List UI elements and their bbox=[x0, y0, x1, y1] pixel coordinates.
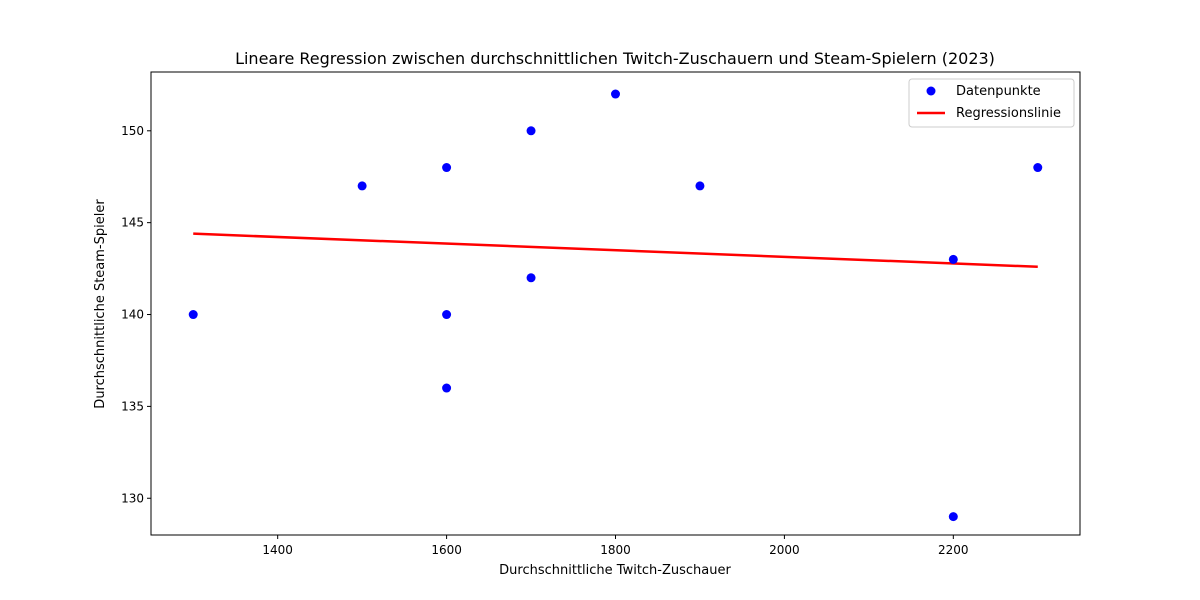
x-tick-label: 1800 bbox=[600, 543, 631, 557]
scatter-point bbox=[442, 383, 452, 393]
scatter-point bbox=[948, 254, 958, 264]
scatter-point bbox=[695, 181, 705, 191]
legend-box bbox=[908, 78, 1075, 128]
scatter-point bbox=[1033, 163, 1043, 173]
chart-title: Lineare Regression zwischen durchschnitt… bbox=[235, 49, 995, 68]
x-axis: 1400 1600 1800 2000 2200 bbox=[262, 535, 969, 557]
y-axis-label: Durchschnittliche Steam-Spieler bbox=[93, 199, 108, 409]
legend-label-datenpunkte: Datenpunkte bbox=[956, 84, 1041, 99]
scatter-point bbox=[188, 310, 198, 320]
scatter-point bbox=[611, 89, 620, 99]
legend-label-regressionslinie: Regressionslinie bbox=[956, 106, 1061, 121]
legend: Datenpunkte Regressionslinie bbox=[908, 78, 1075, 128]
x-tick-label: 1400 bbox=[262, 543, 293, 557]
y-tick-label: 135 bbox=[121, 399, 144, 413]
scatter-point bbox=[442, 163, 452, 173]
y-tick-label: 145 bbox=[121, 216, 144, 230]
scatter-point bbox=[442, 310, 452, 320]
y-axis: 130 135 140 145 150 bbox=[121, 124, 151, 505]
scatter-point bbox=[526, 273, 536, 283]
plot-area bbox=[150, 71, 1081, 536]
x-tick-label: 1600 bbox=[431, 543, 462, 557]
x-axis-label: Durchschnittliche Twitch-Zuschauer bbox=[499, 563, 731, 578]
y-tick-label: 150 bbox=[121, 124, 144, 138]
y-tick-label: 140 bbox=[121, 308, 144, 322]
scatter-point bbox=[526, 126, 536, 136]
x-tick-label: 2200 bbox=[938, 543, 969, 557]
scatter-point bbox=[948, 512, 958, 522]
scatter-points-layer bbox=[188, 89, 1043, 522]
x-tick-label: 2000 bbox=[769, 543, 800, 557]
y-tick-label: 130 bbox=[121, 491, 144, 505]
legend-marker-datenpunkte bbox=[926, 86, 936, 96]
regression-line-layer bbox=[193, 232, 1038, 269]
scatter-point bbox=[357, 181, 367, 191]
regression-line bbox=[193, 232, 1038, 269]
